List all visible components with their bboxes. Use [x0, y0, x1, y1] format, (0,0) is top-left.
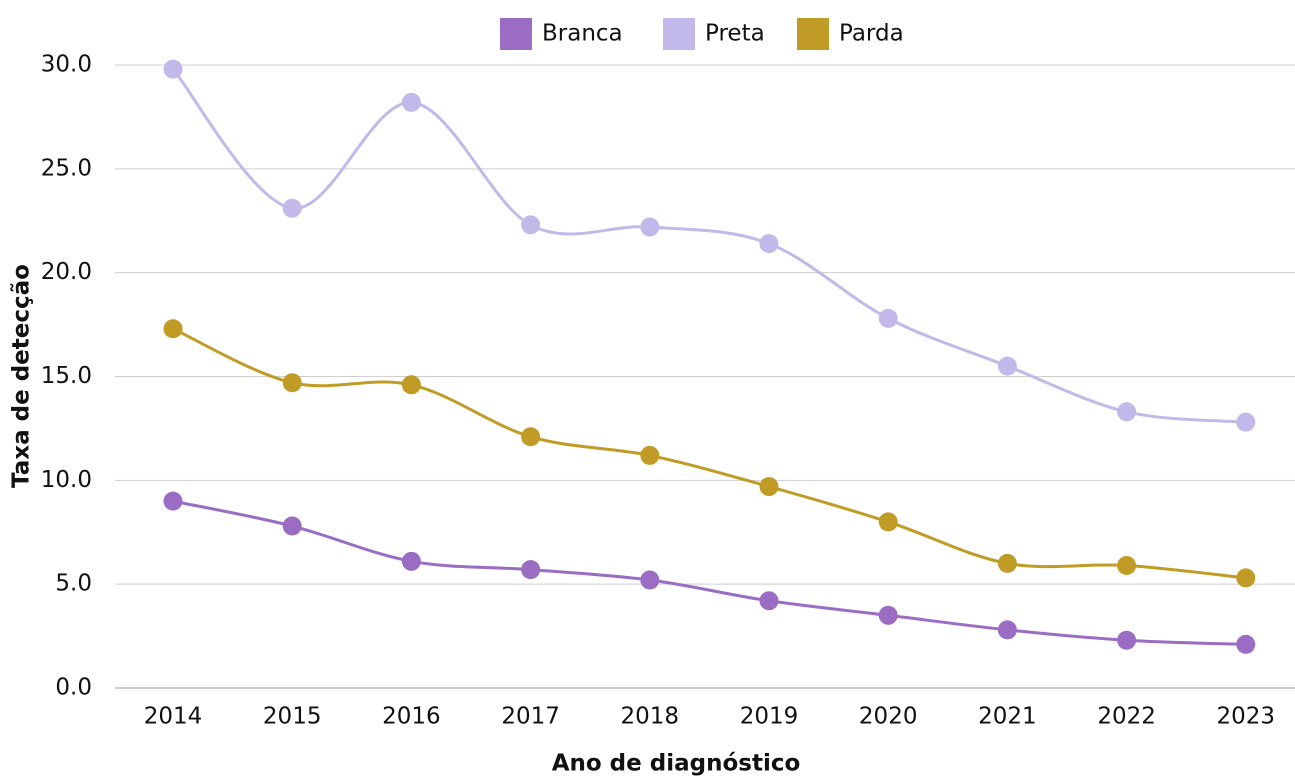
point [282, 198, 302, 218]
x-tick-label: 2021 [978, 704, 1037, 730]
y-axis-title: Taxa de detecção [9, 264, 35, 488]
point [759, 591, 779, 611]
point [1117, 402, 1137, 422]
x-tick-label: 2020 [859, 704, 918, 730]
point [1117, 555, 1137, 575]
point [521, 427, 541, 447]
point [759, 477, 779, 497]
point [163, 491, 183, 511]
point [640, 445, 660, 465]
series-line [171, 68, 1246, 424]
legend-label: Branca [542, 21, 623, 47]
x-tick-label: 2016 [382, 704, 441, 730]
point [640, 217, 660, 237]
y-tick-label: 15.0 [41, 363, 92, 389]
legend-swatch [663, 18, 695, 50]
point [282, 516, 302, 536]
x-tick-label: 2022 [1097, 704, 1156, 730]
point [282, 373, 302, 393]
x-axis-title: Ano de diagnóstico [552, 751, 801, 776]
y-tick-label: 10.0 [41, 467, 92, 493]
point [759, 234, 779, 254]
series-line [172, 499, 1246, 646]
point [1117, 630, 1137, 650]
point [401, 551, 421, 571]
point [401, 92, 421, 112]
x-tick-label: 2019 [740, 704, 799, 730]
point [1236, 568, 1256, 588]
point [1236, 412, 1256, 432]
y-tick-label: 20.0 [41, 259, 92, 285]
point [997, 620, 1017, 640]
legend-label: Parda [839, 21, 904, 47]
point [163, 59, 183, 79]
point [521, 215, 541, 235]
series-line [172, 327, 1246, 580]
y-tick-label: 25.0 [41, 155, 92, 181]
point [163, 319, 183, 339]
x-tick-label: 2018 [621, 704, 680, 730]
y-tick-label: 5.0 [55, 571, 92, 597]
x-tick-label: 2015 [263, 704, 322, 730]
point [997, 356, 1017, 376]
point [401, 375, 421, 395]
x-tick-label: 2014 [144, 704, 203, 730]
legend-swatch [797, 18, 829, 50]
legend-label: Preta [705, 21, 765, 47]
y-tick-label: 30.0 [41, 52, 92, 78]
point [1236, 634, 1256, 654]
point [997, 553, 1017, 573]
point [878, 605, 898, 625]
x-tick-label: 2017 [501, 704, 560, 730]
point [878, 512, 898, 532]
legend-swatch [500, 18, 532, 50]
x-tick-label: 2023 [1217, 704, 1276, 730]
point [878, 308, 898, 328]
point [640, 570, 660, 590]
point [521, 560, 541, 580]
y-tick-label: 0.0 [55, 675, 92, 701]
